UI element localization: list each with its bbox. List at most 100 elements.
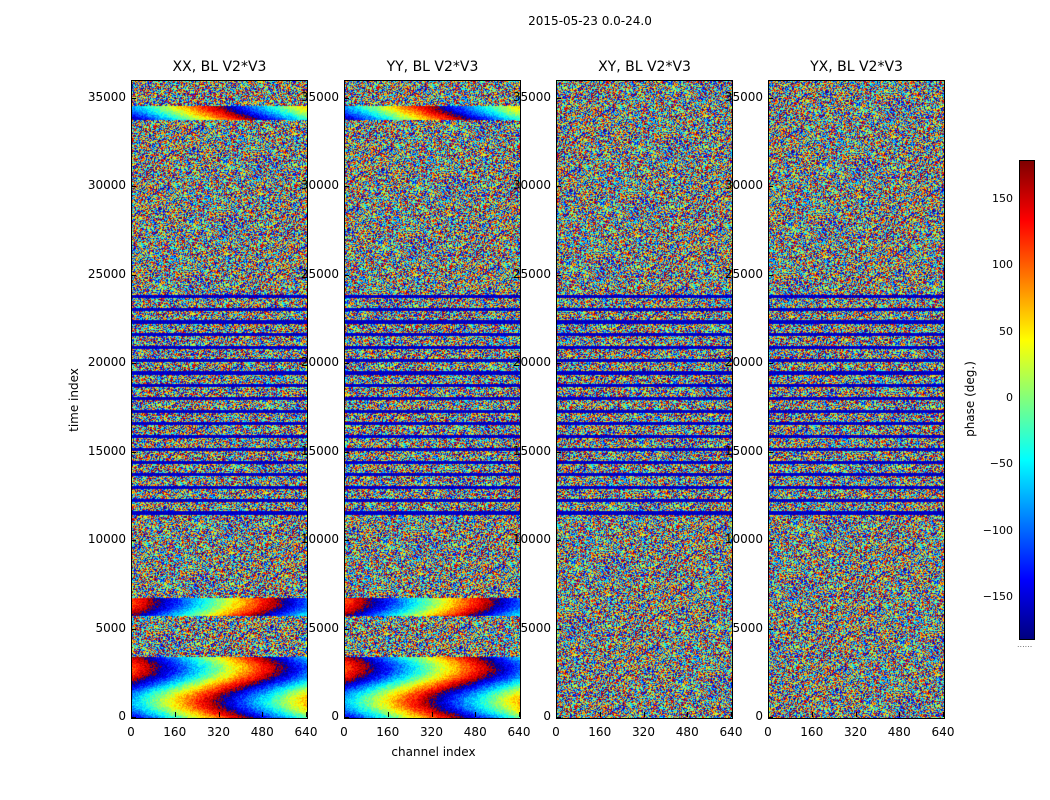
y-tick-mark (131, 451, 136, 453)
x-tick-mark (556, 712, 557, 717)
y-tick-label: 15000 (724, 443, 763, 458)
x-tick-mark (262, 712, 264, 717)
x-tick-mark (687, 712, 689, 717)
y-tick-label: 35000 (512, 89, 551, 104)
y-tick-mark (344, 540, 349, 542)
heatmap-panel-1: YY, BL V2*V3 (344, 59, 521, 759)
y-tick-mark (556, 97, 561, 99)
y-tick-label: 35000 (87, 89, 126, 104)
y-tick-label: 5000 (732, 620, 763, 635)
x-tick-mark (174, 712, 176, 717)
colorbar-tick-label: 50 (999, 324, 1013, 338)
x-tick-label: 480 (887, 725, 911, 739)
y-tick-mark (556, 186, 561, 188)
y-tick-mark (768, 628, 773, 630)
colorbar-label: phase (deg.) (963, 361, 977, 437)
y-tick-mark (344, 628, 349, 630)
x-tick-label: 0 (764, 725, 772, 739)
y-tick-mark (344, 274, 349, 276)
heatmap-panel-0: XX, BL V2*V3 (131, 59, 308, 759)
y-tick-mark (556, 628, 561, 630)
y-tick-mark (768, 717, 773, 718)
heatmap-plot-area (131, 80, 308, 719)
y-tick-mark (131, 186, 136, 188)
x-tick-mark (899, 712, 901, 717)
x-tick-mark (731, 712, 732, 717)
y-tick-mark (768, 186, 773, 188)
y-tick-label: 15000 (512, 443, 551, 458)
y-tick-label: 10000 (724, 532, 763, 547)
heatmap-plot-area (556, 80, 733, 719)
y-tick-mark (768, 97, 773, 99)
x-tick-mark (475, 712, 477, 717)
x-tick-mark (811, 712, 813, 717)
y-tick-mark (344, 363, 349, 365)
y-tick-mark (131, 628, 136, 630)
y-tick-mark (344, 186, 349, 188)
x-tick-label: 0 (552, 725, 560, 739)
x-tick-label: 160 (800, 725, 824, 739)
x-tick-mark (218, 712, 220, 717)
y-tick-label: 30000 (724, 178, 763, 193)
y-tick-mark (768, 363, 773, 365)
phase-heatmap (557, 81, 732, 718)
x-tick-mark (643, 712, 645, 717)
y-tick-mark (344, 97, 349, 99)
heatmap-panel-3: YX, BL V2*V3 (768, 59, 945, 759)
x-tick-mark (131, 712, 132, 717)
colorbar-tick-label: −50 (989, 457, 1013, 471)
y-tick-label: 30000 (87, 178, 126, 193)
y-tick-label: 25000 (300, 266, 339, 281)
x-tick-label: 0 (127, 725, 135, 739)
y-tick-mark (344, 451, 349, 453)
x-tick-mark (599, 712, 601, 717)
y-tick-label: 0 (118, 709, 126, 723)
y-tick-mark (556, 274, 561, 276)
x-tick-mark (344, 712, 345, 717)
x-tick-label: 320 (420, 725, 443, 739)
x-tick-mark (431, 712, 433, 717)
y-tick-label: 25000 (87, 266, 126, 281)
heatmap-plot-area (344, 80, 521, 719)
y-tick-label: 20000 (724, 355, 763, 370)
y-tick-label: 10000 (512, 532, 551, 547)
y-tick-label: 15000 (87, 443, 126, 458)
colorbar-tick-label: 100 (992, 258, 1013, 272)
x-tick-label: 320 (844, 725, 867, 739)
y-tick-label: 20000 (87, 355, 126, 370)
x-tick-label: 160 (163, 725, 187, 739)
panel-title: YX, BL V2*V3 (810, 59, 903, 75)
x-tick-mark (855, 712, 857, 717)
y-tick-mark (556, 451, 561, 453)
y-tick-label: 25000 (724, 266, 763, 281)
y-tick-label: 35000 (300, 89, 339, 104)
x-tick-mark (306, 712, 307, 717)
y-tick-mark (344, 717, 349, 718)
panel-title: XX, BL V2*V3 (172, 59, 267, 75)
y-tick-mark (131, 540, 136, 542)
y-tick-mark (556, 540, 561, 542)
y-tick-mark (131, 363, 136, 365)
heatmap-plot-area (768, 80, 945, 719)
colorbar (1019, 160, 1035, 640)
x-tick-label: 480 (250, 725, 274, 739)
x-tick-mark (519, 712, 520, 717)
figure-title: 2015-05-23 0.0-24.0 (528, 14, 652, 28)
y-tick-mark (556, 717, 561, 718)
x-tick-label: 640 (931, 725, 955, 739)
panel-title: XY, BL V2*V3 (598, 59, 691, 75)
x-tick-label: 160 (376, 725, 400, 739)
x-tick-label: 640 (507, 725, 531, 739)
y-tick-mark (768, 540, 773, 542)
y-tick-label: 0 (755, 709, 763, 723)
x-tick-label: 640 (294, 725, 318, 739)
y-tick-mark (556, 363, 561, 365)
x-axis-label: channel index (391, 745, 476, 759)
colorbar-tick-label: 150 (992, 191, 1013, 205)
x-tick-mark (387, 712, 389, 717)
y-tick-label: 0 (331, 709, 339, 723)
y-tick-label: 0 (543, 709, 551, 723)
y-tick-label: 10000 (300, 532, 339, 547)
colorbar-tick-label: 0 (1006, 391, 1013, 404)
y-tick-label: 15000 (300, 443, 339, 458)
